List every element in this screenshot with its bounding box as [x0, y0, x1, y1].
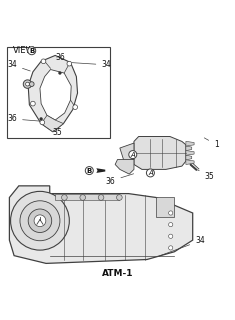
Circle shape — [40, 120, 45, 125]
Polygon shape — [40, 69, 71, 120]
Circle shape — [129, 151, 137, 159]
Polygon shape — [9, 186, 193, 263]
Circle shape — [28, 47, 36, 55]
Circle shape — [62, 195, 67, 200]
Bar — [55, 194, 119, 200]
Polygon shape — [120, 143, 134, 163]
Circle shape — [146, 169, 154, 177]
Text: 36: 36 — [106, 174, 134, 186]
Polygon shape — [41, 115, 63, 132]
Polygon shape — [186, 141, 194, 146]
Circle shape — [168, 211, 173, 215]
Text: VIEW: VIEW — [13, 46, 35, 55]
Polygon shape — [134, 137, 186, 169]
Circle shape — [28, 209, 52, 233]
Text: 1: 1 — [204, 138, 219, 149]
Circle shape — [98, 195, 104, 200]
Text: A: A — [148, 170, 153, 176]
Circle shape — [73, 105, 78, 109]
Text: A: A — [130, 152, 135, 157]
Text: 34: 34 — [72, 60, 111, 69]
Text: ATM-1: ATM-1 — [102, 269, 133, 278]
Bar — [156, 197, 174, 217]
Circle shape — [11, 191, 69, 250]
Text: 34: 34 — [7, 60, 30, 71]
Circle shape — [117, 195, 122, 200]
Circle shape — [20, 201, 60, 241]
Circle shape — [67, 61, 72, 66]
Bar — [7, 47, 110, 138]
Circle shape — [168, 234, 173, 238]
Text: 35: 35 — [53, 128, 63, 138]
Text: 35: 35 — [198, 170, 214, 181]
Circle shape — [41, 59, 46, 64]
Circle shape — [168, 246, 173, 250]
Circle shape — [85, 167, 93, 175]
Polygon shape — [186, 146, 192, 151]
Text: 34: 34 — [159, 236, 205, 256]
Text: 36: 36 — [7, 114, 39, 124]
Circle shape — [23, 80, 32, 88]
Circle shape — [39, 117, 43, 121]
Circle shape — [80, 195, 86, 200]
Polygon shape — [186, 160, 194, 164]
Circle shape — [34, 215, 46, 227]
Polygon shape — [28, 55, 78, 132]
Circle shape — [26, 82, 29, 86]
Polygon shape — [96, 168, 105, 173]
Circle shape — [58, 71, 62, 75]
Circle shape — [31, 101, 35, 106]
Polygon shape — [186, 150, 194, 155]
Text: 36: 36 — [55, 53, 65, 62]
Circle shape — [168, 222, 173, 227]
Circle shape — [29, 82, 34, 86]
Text: B: B — [29, 48, 34, 54]
Polygon shape — [115, 160, 134, 174]
Text: B: B — [87, 168, 92, 173]
Polygon shape — [186, 155, 192, 160]
